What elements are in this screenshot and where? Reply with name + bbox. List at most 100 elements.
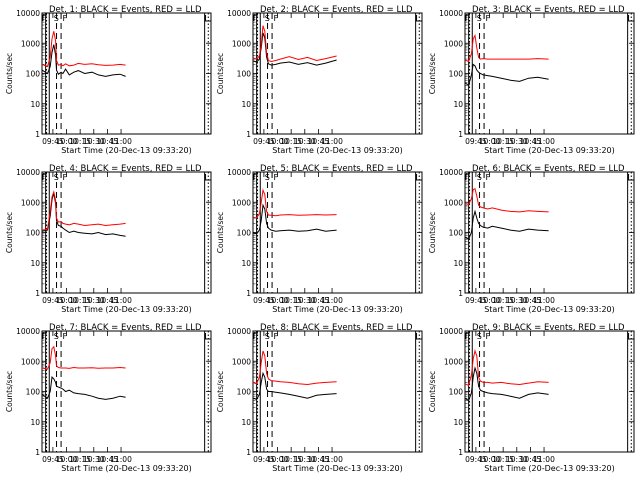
- x-tick-label: 10:15: [69, 137, 91, 146]
- y-axis-label: Counts/sec: [428, 212, 437, 253]
- x-tick-label: 11:00: [321, 455, 343, 464]
- marker-label-s: S: [54, 14, 59, 23]
- lld-series-line: [252, 188, 337, 219]
- chart-panel-5: Det. 5: BLACK = Events, RED = LLD Start T…: [216, 164, 423, 314]
- x-tick-label: 10:15: [69, 455, 91, 464]
- y-tick-label: 10000: [16, 327, 40, 336]
- corner-bracket-left: [42, 332, 47, 339]
- x-tick-label: 10:30: [506, 137, 528, 146]
- marker-label-f: F: [273, 173, 278, 182]
- x-tick-label: 10:00: [56, 296, 78, 305]
- y-tick-label: 100: [237, 70, 252, 79]
- x-tick-label: 10:00: [479, 455, 501, 464]
- x-tick-label: 09:45: [42, 455, 64, 464]
- events-series-line: [252, 32, 337, 66]
- y-axis-label: Counts/sec: [5, 212, 14, 253]
- x-tick-label: 10:15: [280, 137, 302, 146]
- x-tick-label: 10:30: [294, 137, 316, 146]
- y-tick-label: 10000: [227, 9, 251, 18]
- marker-label-s: S: [54, 173, 59, 182]
- marker-label-s: S: [265, 173, 270, 182]
- y-tick-label: 100: [449, 229, 464, 238]
- x-tick-label: 09:45: [42, 137, 64, 146]
- x-tick-label: 10:30: [83, 137, 105, 146]
- x-tick-label: 09:45: [465, 296, 487, 305]
- marker-label-f: F: [62, 332, 67, 341]
- y-tick-label: 100: [237, 229, 252, 238]
- y-tick-label: 10000: [16, 168, 40, 177]
- y-tick-label: 1000: [444, 198, 463, 207]
- plot-frame: [252, 171, 423, 294]
- y-tick-label: 10000: [227, 168, 251, 177]
- x-axis-label: Start Time (20-Dec-13 09:33:20): [484, 305, 615, 314]
- y-tick-label: 1000: [444, 39, 463, 48]
- lld-series-line: [41, 31, 126, 68]
- y-axis-label: Counts/sec: [216, 371, 225, 412]
- marker-label-f: F: [485, 14, 490, 23]
- x-tick-label: 10:00: [267, 137, 289, 146]
- corner-bracket-right: [628, 15, 634, 22]
- chart-title: Det. 7: BLACK = Events, RED = LLD: [49, 323, 202, 333]
- y-tick-label: 100: [449, 388, 464, 397]
- x-tick-label: 11:00: [321, 296, 343, 305]
- lld-series-line: [252, 350, 337, 386]
- events-series-line: [464, 63, 549, 87]
- y-tick-label: 10: [241, 418, 251, 427]
- x-tick-label: 10:45: [308, 137, 330, 146]
- x-tick-label: 10:30: [83, 455, 105, 464]
- x-tick-label: 10:00: [479, 296, 501, 305]
- chart-panel-2: Det. 2: BLACK = Events, RED = LLD Start T…: [216, 5, 423, 155]
- y-tick-label: 1: [458, 448, 463, 457]
- x-axis-label: Start Time (20-Dec-13 09:33:20): [272, 305, 403, 314]
- x-tick-label: 10:00: [479, 137, 501, 146]
- y-tick-label: 100: [26, 70, 41, 79]
- y-tick-label: 10000: [439, 327, 463, 336]
- y-tick-label: 10000: [227, 327, 251, 336]
- y-tick-label: 100: [449, 70, 464, 79]
- y-tick-label: 1000: [232, 357, 251, 366]
- chart-title: Det. 4: BLACK = Events, RED = LLD: [49, 164, 202, 174]
- corner-bracket-right: [416, 174, 422, 181]
- plot-frame: [464, 12, 635, 135]
- x-tick-label: 10:15: [492, 137, 514, 146]
- marker-label-s: S: [54, 332, 59, 341]
- chart-panel-1: Det. 1: BLACK = Events, RED = LLD Start T…: [5, 5, 212, 155]
- plot-frame: [41, 330, 212, 453]
- chart-panel-9: Det. 9: BLACK = Events, RED = LLD Start T…: [428, 323, 635, 473]
- chart-panel-6: Det. 6: BLACK = Events, RED = LLD Start T…: [428, 164, 635, 314]
- events-series-line: [464, 366, 549, 402]
- marker-label-s: S: [265, 14, 270, 23]
- x-tick-label: 10:15: [280, 455, 302, 464]
- y-tick-label: 10: [30, 100, 40, 109]
- x-tick-label: 10:30: [83, 296, 105, 305]
- lld-series-line: [41, 345, 126, 370]
- y-tick-label: 1000: [444, 357, 463, 366]
- x-axis-label: Start Time (20-Dec-13 09:33:20): [484, 146, 615, 155]
- x-tick-label: 11:00: [110, 455, 132, 464]
- corner-bracket-left: [253, 173, 258, 180]
- x-axis-label: Start Time (20-Dec-13 09:33:20): [484, 464, 615, 473]
- x-tick-label: 10:30: [506, 455, 528, 464]
- corner-bracket-right: [416, 15, 422, 22]
- y-tick-label: 10: [453, 418, 463, 427]
- y-axis-label: Counts/sec: [428, 53, 437, 94]
- y-tick-label: 1000: [232, 39, 251, 48]
- y-tick-label: 10: [241, 100, 251, 109]
- marker-label-f: F: [273, 332, 278, 341]
- x-tick-label: 10:45: [520, 296, 542, 305]
- x-tick-label: 10:00: [267, 455, 289, 464]
- corner-bracket-left: [465, 14, 470, 21]
- chart-title: Det. 2: BLACK = Events, RED = LLD: [260, 5, 413, 15]
- plot-frame: [252, 12, 423, 135]
- x-tick-label: 09:45: [253, 137, 275, 146]
- y-tick-label: 10: [241, 259, 251, 268]
- corner-bracket-right: [205, 174, 211, 181]
- corner-bracket-right: [416, 333, 422, 340]
- marker-label-f: F: [485, 332, 490, 341]
- x-axis-label: Start Time (20-Dec-13 09:33:20): [272, 146, 403, 155]
- x-tick-label: 09:45: [42, 296, 64, 305]
- y-tick-label: 1: [246, 448, 251, 457]
- chart-panel-8: Det. 8: BLACK = Events, RED = LLD Start T…: [216, 323, 423, 473]
- chart-title: Det. 9: BLACK = Events, RED = LLD: [472, 323, 625, 333]
- y-tick-label: 100: [26, 388, 41, 397]
